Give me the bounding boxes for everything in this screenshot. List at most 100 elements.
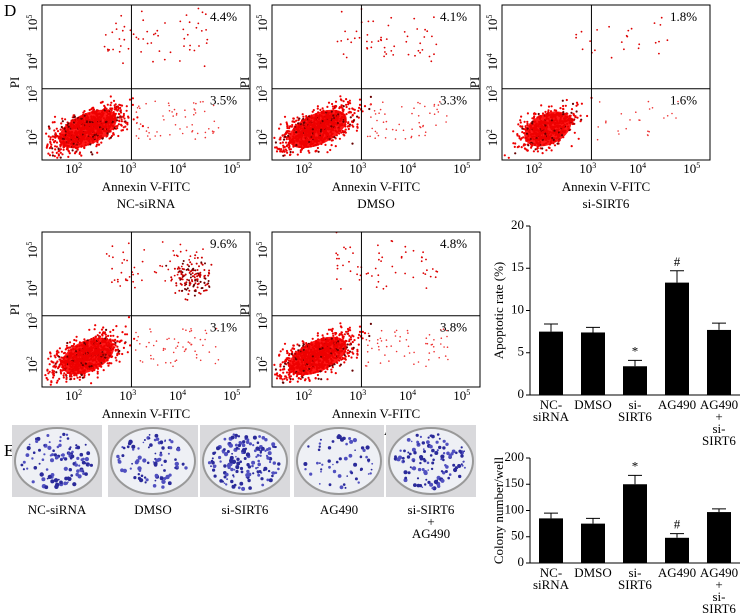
event-dot [89,368,91,370]
event-dot [557,137,559,139]
event-dot [102,346,104,348]
event-dot [188,279,190,281]
event-dot [413,18,415,20]
event-dot [95,128,97,130]
x-tick-label: 104 [399,161,416,176]
event-dot [185,298,187,300]
event-dot [70,349,72,351]
event-dot [393,45,395,47]
event-dot [639,119,641,121]
event-dot [191,279,193,281]
colony-dot [76,457,79,460]
event-dot [106,109,108,111]
event-dot [554,114,556,116]
tick-exponent: 2 [485,129,494,133]
event-dot [183,268,185,270]
event-dot [550,141,552,143]
event-dot [115,325,117,327]
event-dot [301,134,303,136]
event-dot [294,128,296,130]
event-dot [342,348,344,350]
event-dot [658,41,660,43]
event-dot [49,154,51,156]
event-dot [413,250,415,252]
event-dot [97,129,99,131]
event-dot [418,115,420,117]
event-dot [338,258,340,260]
event-dot [213,131,215,133]
tick-base: 10 [295,161,308,176]
event-dot [304,361,306,363]
event-dot [364,105,366,107]
event-dot [85,132,87,134]
colony-dot [71,451,74,454]
event-dot [110,346,112,348]
event-dot [148,342,150,344]
event-dot [321,338,323,340]
event-dot [94,358,96,360]
event-dot [300,138,302,140]
event-dot [306,146,308,148]
event-dot [279,369,281,371]
event-dot [94,336,96,338]
tick-exponent: 5 [236,161,240,170]
event-dot [395,129,397,131]
event-dot [547,136,549,138]
y-tick-label: 102 [25,129,40,146]
event-dot [171,111,173,113]
event-dot [350,270,352,272]
event-dot [315,359,317,361]
y-tick-label: 103 [25,313,40,330]
event-dot [521,128,523,130]
event-dot [380,260,382,262]
event-dot [73,372,75,374]
flow-plot: 4.8%3.8%102102103103104104105105Annexin … [237,232,480,438]
event-dot [104,126,106,128]
event-dot [317,341,319,343]
event-dot [132,281,134,283]
event-dot [310,145,312,147]
event-dot [536,139,538,141]
event-dot [329,115,331,117]
event-dot [318,132,320,134]
event-dot [58,154,60,156]
event-dot [91,367,93,369]
tick-base: 10 [119,388,132,403]
colony-dot [66,434,68,436]
event-dot [155,272,157,274]
event-dot [529,125,531,127]
event-dot [77,135,79,137]
event-dot [71,375,73,377]
event-dot [200,261,202,263]
event-dot [552,142,554,144]
event-dot [652,107,654,109]
event-dot [279,377,281,379]
event-dot [580,120,582,122]
event-dot [128,242,130,244]
event-dot [348,261,350,263]
event-dot [90,382,92,384]
event-dot [305,350,307,352]
event-dot [561,131,563,133]
event-dot [394,331,396,333]
event-dot [204,339,206,341]
event-dot [567,128,569,130]
event-dot [322,110,324,112]
event-dot [84,136,86,138]
y-tick-label: 104 [255,280,270,297]
event-dot [526,150,528,152]
event-dot [310,122,312,124]
event-dot [85,141,87,143]
event-dot [341,113,343,115]
event-dot [391,240,393,242]
colony-dot [67,437,70,440]
event-dot [384,51,386,53]
event-dot [108,113,110,115]
event-dot [104,331,106,333]
event-dot [564,130,566,132]
event-dot [647,134,649,136]
event-dot [196,357,198,359]
event-dot [80,353,82,355]
event-dot [187,34,189,36]
event-dot [347,103,349,105]
